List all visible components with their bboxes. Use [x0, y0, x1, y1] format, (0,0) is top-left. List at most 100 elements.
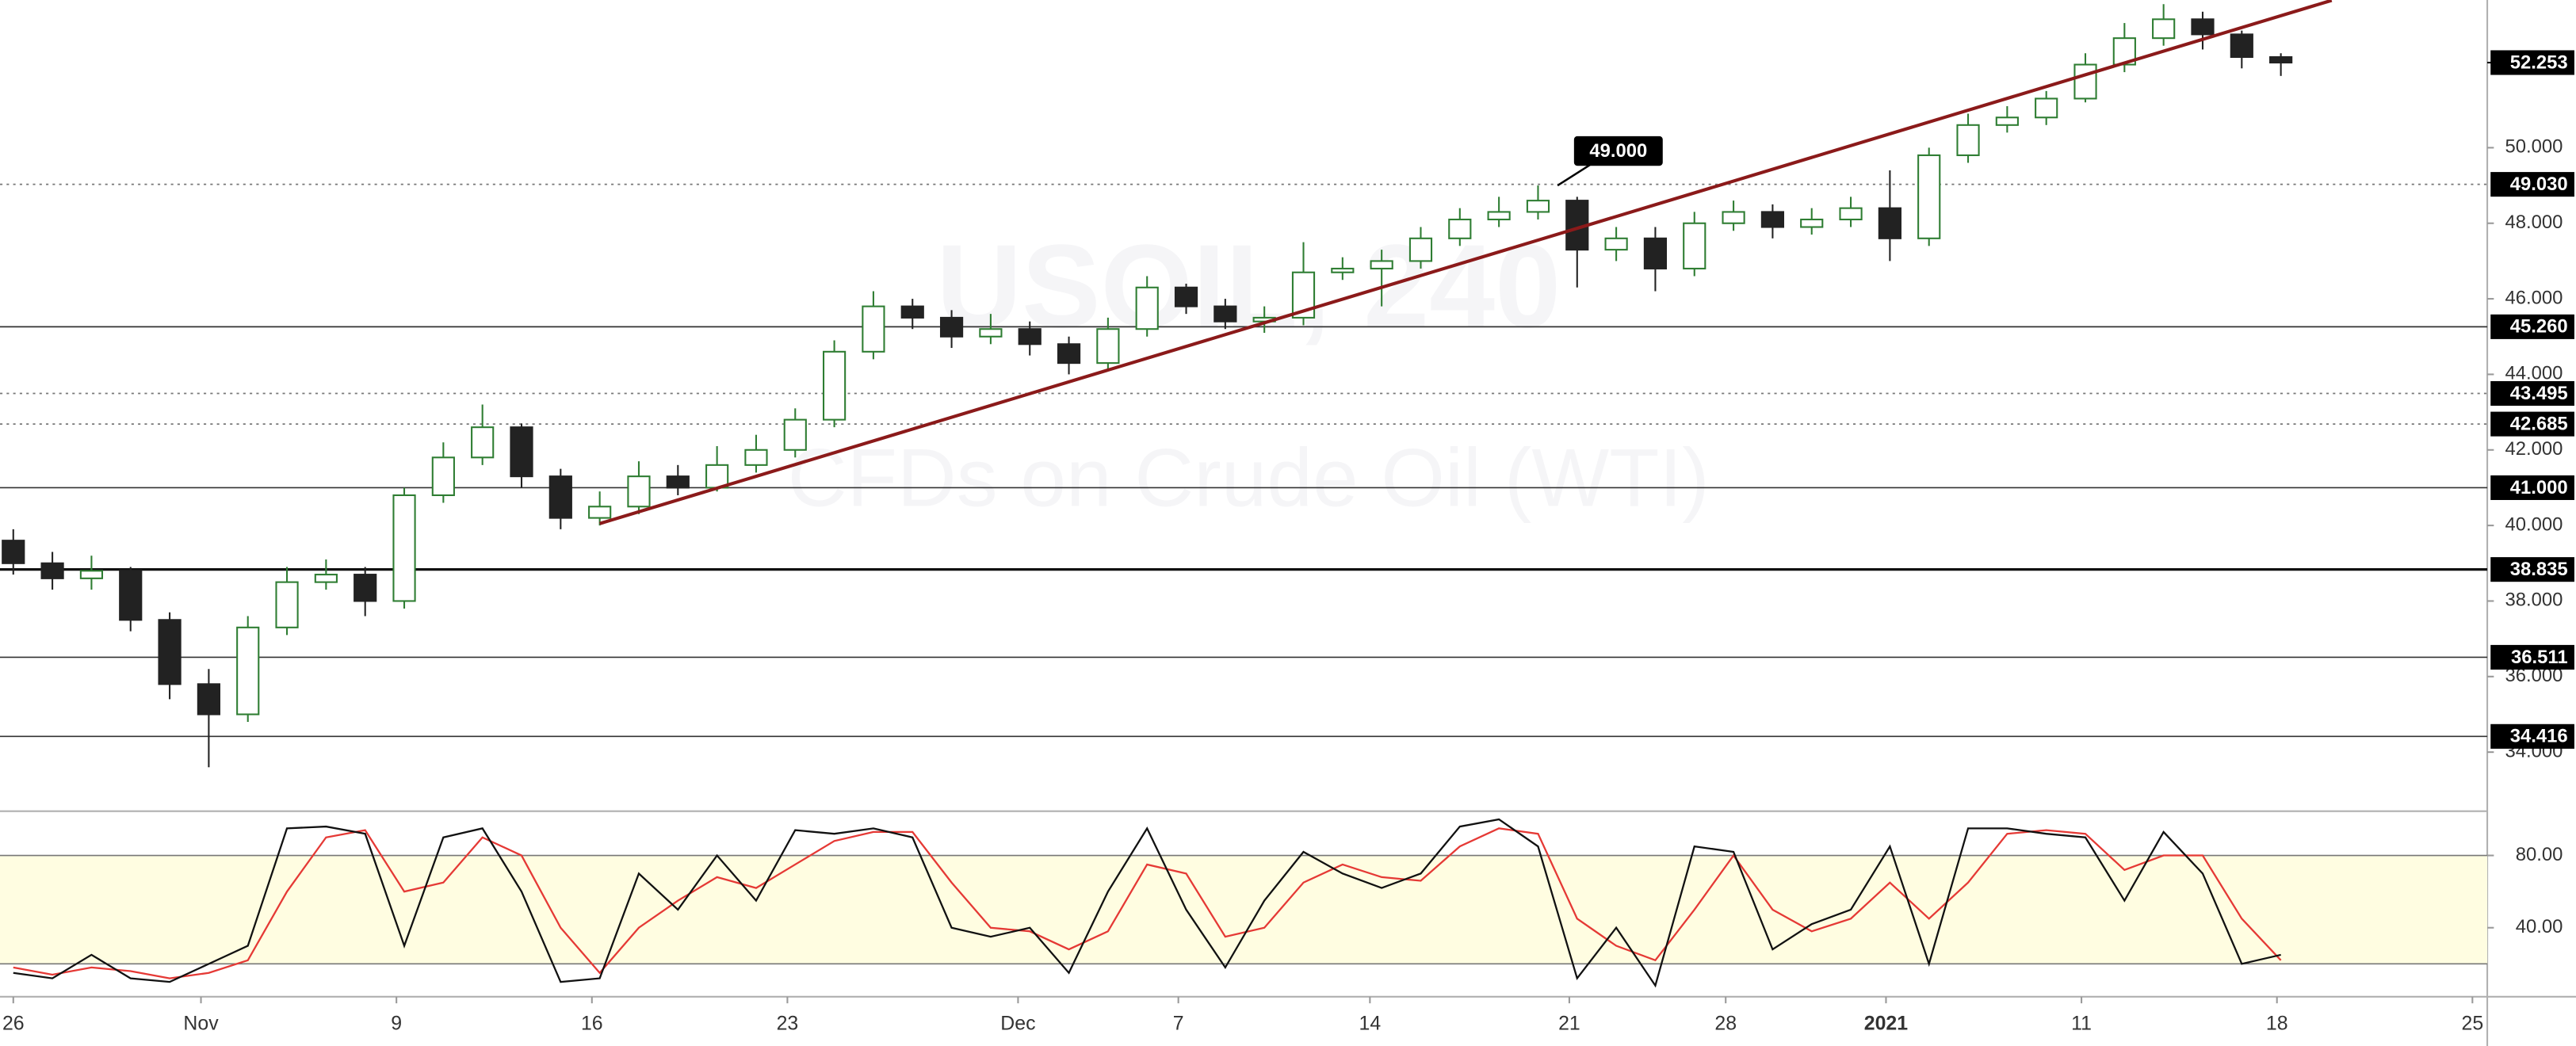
- level-label-bg: [2490, 172, 2574, 197]
- candle-body: [939, 316, 964, 338]
- candle-body: [666, 475, 690, 489]
- candle-body: [1174, 286, 1198, 307]
- candle-body: [1135, 286, 1159, 330]
- candle-body: [1448, 218, 1472, 239]
- level-label-bg: [2490, 314, 2574, 339]
- candle-body: [2035, 97, 2058, 119]
- candle-body: [392, 494, 416, 602]
- candle-body: [2230, 33, 2253, 59]
- level-label: 49.030: [2510, 174, 2568, 195]
- candle-body: [744, 449, 768, 466]
- candle-body: [862, 305, 885, 353]
- candle-body: [1722, 211, 1745, 224]
- candle-body: [1683, 222, 1707, 269]
- x-tick-label: 26: [2, 1013, 25, 1035]
- candle-body: [1604, 237, 1628, 251]
- candle-body: [2191, 18, 2215, 36]
- candle-body: [900, 305, 924, 319]
- level-label: 43.495: [2510, 383, 2568, 404]
- candle-body: [1643, 237, 1668, 269]
- x-tick-label: 18: [2266, 1013, 2288, 1035]
- band: [0, 855, 2488, 964]
- x-tick-label: 9: [391, 1013, 402, 1035]
- level-label: 45.260: [2510, 316, 2568, 338]
- candle-body: [2073, 63, 2097, 100]
- candle-body: [588, 506, 612, 519]
- oscillator-line: [13, 827, 2282, 979]
- annotation-text: 49.000: [1589, 140, 1647, 162]
- trendline: [599, 0, 2333, 525]
- last-price-label: 52.253: [2510, 52, 2568, 73]
- candle-body: [1213, 305, 1237, 323]
- candle-body: [627, 475, 651, 508]
- x-tick-label: 14: [1359, 1013, 1382, 1035]
- candle-body: [1057, 343, 1081, 365]
- candle-body: [1800, 218, 1824, 228]
- candle-body: [783, 418, 807, 451]
- candle-body: [1018, 328, 1041, 345]
- candle-body: [119, 570, 143, 621]
- x-tick-label: 2021: [1864, 1013, 1908, 1035]
- level-label-bg: [2490, 380, 2574, 407]
- candle-body: [79, 570, 104, 579]
- candle-body: [471, 426, 495, 459]
- candle-body: [1526, 200, 1550, 213]
- candle-body: [2269, 55, 2293, 64]
- candle-body: [1995, 116, 2019, 126]
- candle-body: [1956, 124, 1980, 156]
- level-label: 36.511: [2511, 647, 2568, 668]
- candle-body: [1331, 267, 1355, 273]
- candle-body: [40, 562, 64, 579]
- y-tick-label: 38.000: [2505, 590, 2563, 611]
- level-label-bg: [2490, 475, 2574, 500]
- y-tick-label: 40.00: [2516, 916, 2563, 937]
- candle-body: [979, 328, 1003, 338]
- x-tick-label: 28: [1714, 1013, 1737, 1035]
- candle-body: [314, 574, 338, 583]
- y-tick-label: 48.000: [2505, 212, 2563, 233]
- y-tick-label: 50.000: [2505, 136, 2563, 158]
- x-tick-label: 7: [1173, 1013, 1184, 1035]
- candle-body: [236, 626, 260, 716]
- candle-body: [1370, 260, 1393, 269]
- candle-body: [1917, 154, 1941, 239]
- y-tick-label: 44.000: [2505, 363, 2563, 384]
- y-tick-label: 42.000: [2505, 438, 2563, 460]
- y-tick-label: 46.000: [2505, 287, 2563, 308]
- candle-body: [823, 350, 847, 421]
- candle-body: [1487, 211, 1511, 221]
- candle-body: [2, 540, 25, 564]
- x-tick-label: 23: [777, 1013, 799, 1035]
- level-label-bg: [2490, 644, 2574, 670]
- last-price-bg: [2490, 50, 2574, 75]
- candle-body: [275, 581, 299, 628]
- level-label: 41.000: [2510, 477, 2568, 498]
- candle-body: [158, 619, 182, 685]
- y-tick-label: 40.000: [2505, 513, 2563, 535]
- candle-body: [548, 475, 572, 519]
- candle-body: [431, 456, 455, 497]
- annotation-box: [1573, 136, 1663, 166]
- watermark: CFDs on Crude Oil (WTI): [788, 432, 1710, 524]
- annotation-pointer: [1557, 162, 1595, 187]
- level-label-bg: [2490, 723, 2574, 749]
- candle-body: [2152, 18, 2176, 40]
- candle-body: [197, 683, 220, 716]
- candle-body: [1760, 211, 1785, 228]
- level-label: 34.416: [2510, 726, 2568, 747]
- x-tick-label: 11: [2071, 1013, 2092, 1035]
- x-tick-label: Dec: [1000, 1013, 1035, 1035]
- candle-body: [510, 426, 533, 478]
- candle-body: [1839, 207, 1863, 221]
- x-tick-label: 21: [1558, 1013, 1580, 1035]
- level-label: 42.685: [2510, 413, 2568, 434]
- candle-body: [354, 574, 377, 602]
- x-tick-label: 25: [2462, 1013, 2484, 1035]
- x-tick-label: 16: [581, 1013, 603, 1035]
- level-label-bg: [2490, 557, 2574, 582]
- candle-body: [1096, 328, 1120, 365]
- level-label-bg: [2490, 411, 2574, 437]
- candle-body: [1408, 237, 1433, 262]
